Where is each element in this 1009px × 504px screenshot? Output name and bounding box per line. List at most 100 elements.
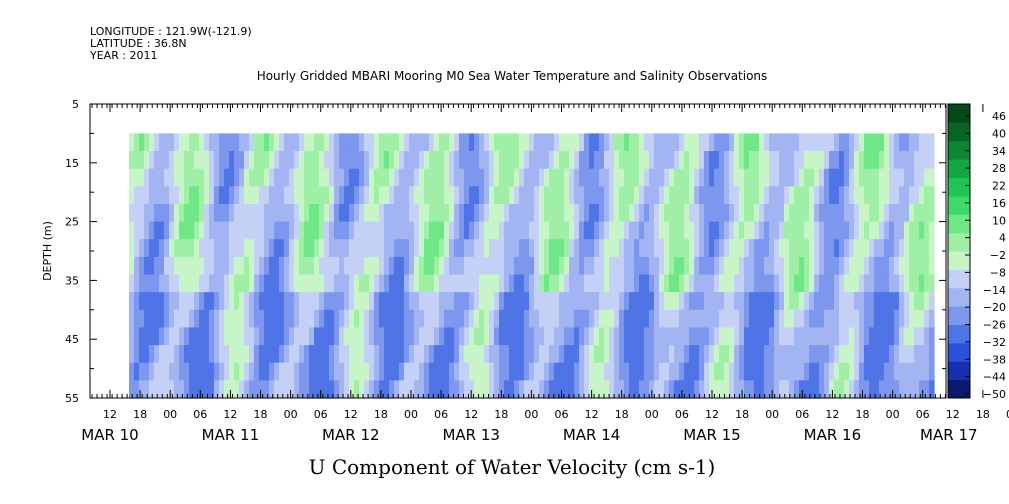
heatmap-cell xyxy=(664,309,670,329)
heatmap-cell xyxy=(389,186,395,205)
heatmap-cell xyxy=(389,380,395,399)
heatmap-cell xyxy=(894,380,900,399)
heatmap-cell xyxy=(194,133,200,152)
heatmap-cell xyxy=(659,274,665,293)
heatmap-cell xyxy=(539,327,545,346)
heatmap-cell xyxy=(734,221,740,240)
heatmap-cell xyxy=(259,239,265,258)
heatmap-cell xyxy=(694,186,700,205)
heatmap-cell xyxy=(734,186,740,205)
heatmap-cell xyxy=(794,345,800,364)
heatmap-cell xyxy=(344,380,350,399)
heatmap-cell xyxy=(654,256,660,276)
heatmap-cell xyxy=(259,168,265,187)
heatmap-cell xyxy=(154,239,160,258)
heatmap-cell xyxy=(564,292,570,311)
heatmap-cell xyxy=(349,345,355,364)
x-hour-label: 12 xyxy=(464,408,478,421)
heatmap-cell xyxy=(929,221,935,240)
heatmap-cell xyxy=(399,362,405,381)
heatmap-cell xyxy=(814,327,820,346)
heatmap-cell xyxy=(234,309,240,329)
heatmap-cell xyxy=(484,186,490,205)
heatmap-cell xyxy=(814,221,820,240)
colorbar-label: −14 xyxy=(983,284,1006,297)
heatmap-cell xyxy=(704,203,710,223)
heatmap-cell xyxy=(599,151,605,170)
heatmap-cell xyxy=(269,292,275,311)
heatmap-cell xyxy=(164,168,170,187)
heatmap-cell xyxy=(849,380,855,399)
heatmap-cell xyxy=(839,345,845,364)
heatmap-cell xyxy=(204,309,210,329)
heatmap-cell xyxy=(909,309,915,329)
heatmap-cell xyxy=(544,380,550,399)
heatmap-cell xyxy=(199,221,205,240)
heatmap-cell xyxy=(289,203,295,223)
heatmap-cell xyxy=(574,274,580,293)
heatmap-cell xyxy=(254,186,260,205)
heatmap-cell xyxy=(194,256,200,276)
heatmap-cell xyxy=(219,362,225,381)
heatmap-cell xyxy=(409,133,415,152)
heatmap-cell xyxy=(679,292,685,311)
heatmap-cell xyxy=(389,274,395,293)
heatmap-cell xyxy=(759,221,765,240)
heatmap-cell xyxy=(579,133,585,152)
heatmap-cell xyxy=(184,133,190,152)
heatmap-cell xyxy=(494,309,500,329)
heatmap-cell xyxy=(139,239,145,258)
heatmap-cell xyxy=(889,186,895,205)
heatmap-cell xyxy=(369,345,375,364)
heatmap-cell xyxy=(724,380,730,399)
heatmap-cell xyxy=(344,133,350,152)
heatmap-cell xyxy=(394,221,400,240)
heatmap-cell xyxy=(829,168,835,187)
heatmap-cell xyxy=(374,309,380,329)
heatmap-cell xyxy=(214,292,220,311)
heatmap-cell xyxy=(624,256,630,276)
heatmap-cell xyxy=(509,168,515,187)
heatmap-cell xyxy=(314,362,320,381)
heatmap-cell xyxy=(134,186,140,205)
heatmap-cell xyxy=(299,292,305,311)
heatmap-cell xyxy=(154,186,160,205)
heatmap-cell xyxy=(174,186,180,205)
heatmap-cell xyxy=(829,327,835,346)
heatmap-cell xyxy=(784,309,790,329)
heatmap-cell xyxy=(274,151,280,170)
heatmap-cell xyxy=(329,203,335,223)
heatmap-cell xyxy=(819,362,825,381)
heatmap-cell xyxy=(894,256,900,276)
heatmap-cell xyxy=(214,151,220,170)
heatmap-cell xyxy=(724,186,730,205)
heatmap-cell xyxy=(699,292,705,311)
heatmap-cell xyxy=(554,151,560,170)
heatmap-cell xyxy=(439,274,445,293)
heatmap-cell xyxy=(204,256,210,276)
heatmap-cell xyxy=(739,256,745,276)
heatmap-cell xyxy=(749,345,755,364)
heatmap-cell xyxy=(424,256,430,276)
heatmap-cell xyxy=(204,239,210,258)
colorbar-swatch xyxy=(948,324,970,344)
heatmap-cell xyxy=(279,133,285,152)
heatmap-cell xyxy=(254,203,260,223)
heatmap-cell xyxy=(499,362,505,381)
heatmap-cell xyxy=(674,186,680,205)
heatmap-cell xyxy=(324,221,330,240)
heatmap-cell xyxy=(374,345,380,364)
heatmap-cell xyxy=(259,203,265,223)
heatmap-cell xyxy=(739,133,745,152)
heatmap-cell xyxy=(634,221,640,240)
heatmap-cell xyxy=(164,256,170,276)
heatmap-cell xyxy=(539,274,545,293)
heatmap-cell xyxy=(929,203,935,223)
heatmap-cell xyxy=(709,327,715,346)
heatmap-cell xyxy=(569,327,575,346)
heatmap-cell xyxy=(419,362,425,381)
heatmap-cell xyxy=(514,327,520,346)
heatmap-cell xyxy=(859,309,865,329)
heatmap-cell xyxy=(664,151,670,170)
heatmap-cell xyxy=(439,151,445,170)
